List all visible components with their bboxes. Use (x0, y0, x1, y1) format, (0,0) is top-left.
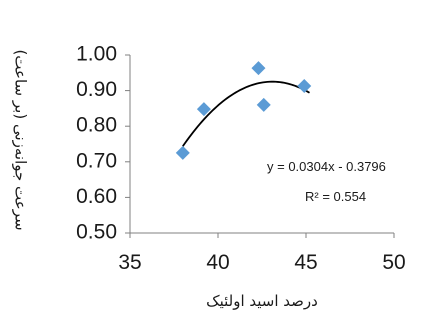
y-tick-label: 0.50 (76, 221, 117, 244)
x-tick-label: 45 (294, 251, 317, 274)
data-point (196, 102, 211, 117)
y-tick-label: 0.80 (76, 114, 117, 137)
x-tick-label: 35 (118, 251, 141, 274)
data-point (251, 61, 266, 76)
x-tick-label: 40 (206, 251, 229, 274)
data-point (256, 97, 271, 112)
data-point (297, 78, 312, 93)
x-axis-title: درصد اسید اولئیک (206, 292, 318, 310)
y-tick-label: 0.90 (76, 78, 117, 101)
y-axis-title-group: سرعت جوانه‌زنی (بر ساعت) (12, 49, 30, 230)
y-tick-label: 0.70 (76, 149, 117, 172)
x-tick-label: 50 (382, 251, 405, 274)
y-ticks: 0.50 0.60 0.70 0.80 0.90 1.00 (76, 43, 130, 244)
y-tick-label: 0.60 (76, 185, 117, 208)
equation-label: y = 0.0304x - 0.3796 (267, 159, 386, 174)
y-tick-label: 1.00 (76, 43, 117, 66)
y-axis-title: سرعت جوانه‌زنی (بر ساعت) (12, 49, 30, 230)
trendline (182, 80, 310, 147)
data-point (175, 145, 190, 160)
x-ticks: 35 40 45 50 (118, 233, 406, 274)
data-points (175, 61, 312, 160)
r-squared-label: R² = 0.554 (305, 189, 366, 204)
